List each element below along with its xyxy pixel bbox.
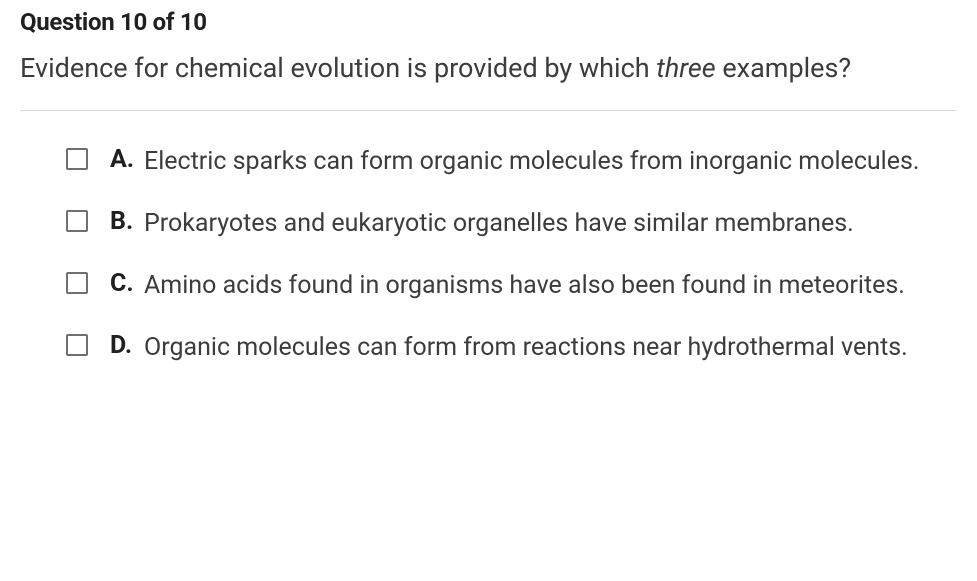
option-letter: D. [110, 331, 144, 360]
option-row[interactable]: B. Prokaryotes and eukaryotic organelles… [66, 207, 957, 241]
option-letter: A. [110, 145, 144, 174]
option-text: Prokaryotes and eukaryotic organelles ha… [144, 207, 957, 241]
option-row[interactable]: A. Electric sparks can form organic mole… [66, 145, 957, 179]
question-italic: three [656, 52, 715, 84]
option-row[interactable]: D. Organic molecules can form from react… [66, 331, 957, 365]
question-counter: Question 10 of 10 [20, 8, 957, 36]
option-text: Amino acids found in organisms have also… [144, 269, 957, 303]
checkbox-icon[interactable] [66, 210, 88, 232]
option-text: Organic molecules can form from reaction… [144, 331, 957, 365]
question-prefix: Evidence for chemical evolution is provi… [20, 52, 656, 84]
options-list: A. Electric sparks can form organic mole… [20, 145, 957, 364]
question-prompt: Evidence for chemical evolution is provi… [20, 50, 957, 86]
option-letter: C. [110, 269, 144, 298]
divider [20, 110, 957, 111]
option-row[interactable]: C. Amino acids found in organisms have a… [66, 269, 957, 303]
option-letter: B. [110, 207, 144, 236]
checkbox-icon[interactable] [66, 272, 88, 294]
option-text: Electric sparks can form organic molecul… [144, 145, 957, 179]
question-suffix: examples? [716, 52, 852, 84]
checkbox-icon[interactable] [66, 334, 88, 356]
checkbox-icon[interactable] [66, 148, 88, 170]
quiz-container: Question 10 of 10 Evidence for chemical … [0, 0, 977, 412]
